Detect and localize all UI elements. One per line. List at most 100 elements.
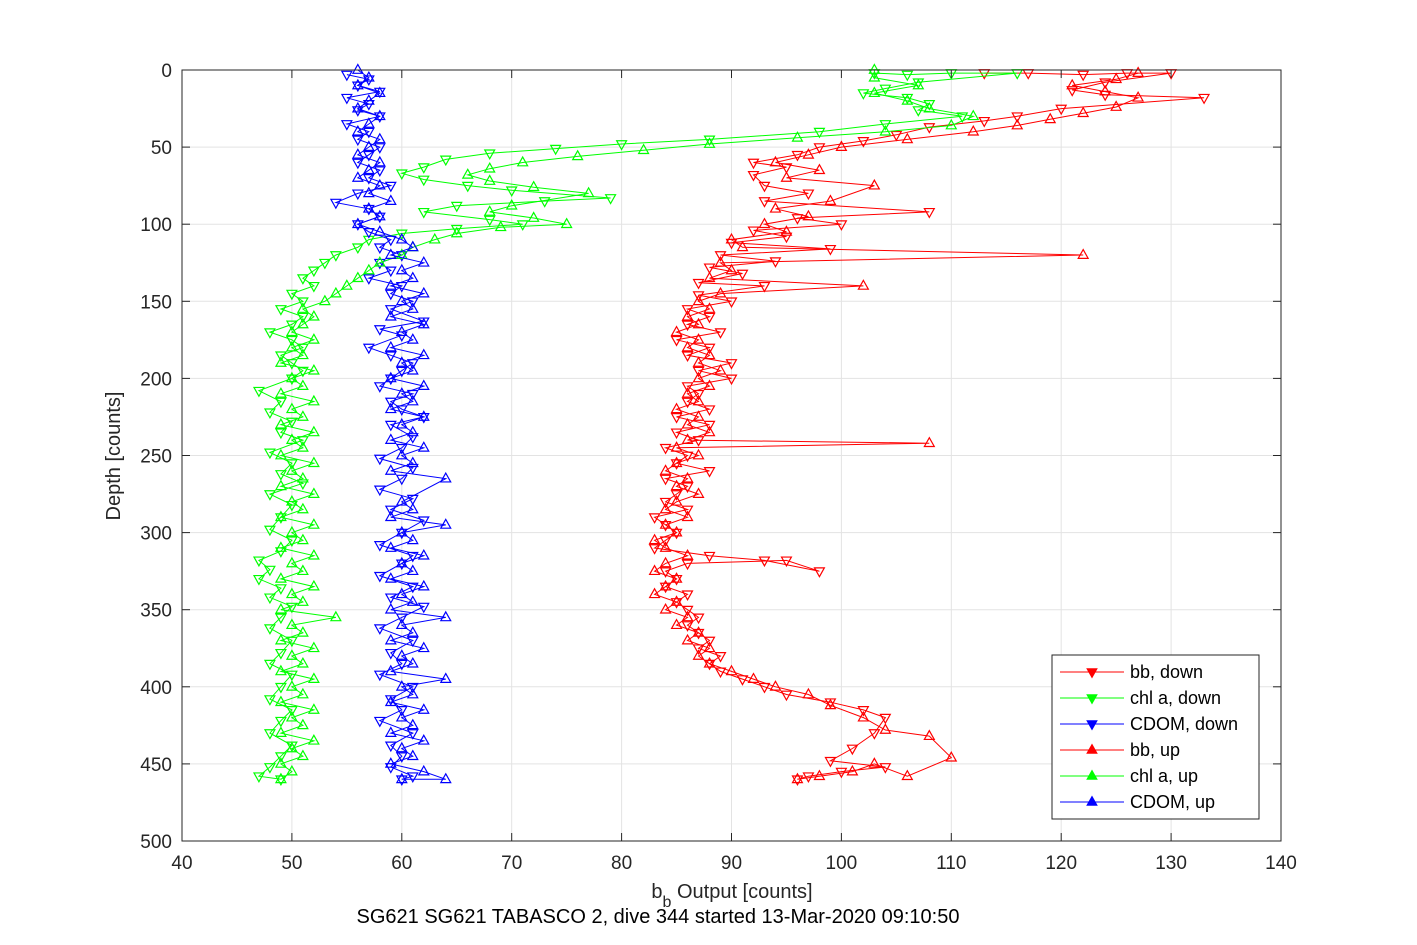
data-point [285, 374, 298, 386]
data-point [406, 494, 419, 506]
data-point [868, 729, 881, 740]
data-point [406, 302, 419, 313]
data-point [813, 769, 826, 781]
data-point [406, 433, 419, 444]
data-point [263, 328, 276, 339]
data-point [879, 763, 892, 774]
data-point [780, 225, 793, 236]
data-point [406, 582, 419, 594]
data-point [395, 366, 408, 378]
data-point [659, 556, 672, 568]
data-point [406, 394, 419, 406]
data-point [395, 387, 408, 398]
y-tick-label: 50 [151, 138, 172, 159]
data-point [692, 410, 705, 421]
data-point [692, 613, 705, 625]
legend-label: bb, up [1130, 740, 1180, 760]
data-point [527, 180, 540, 192]
data-point [692, 436, 705, 447]
data-point [351, 106, 364, 117]
data-point [274, 541, 287, 552]
data-point [285, 636, 298, 648]
data-point [659, 582, 672, 594]
data-point [681, 471, 694, 483]
data-point [406, 729, 419, 740]
data-point [362, 204, 375, 216]
legend-label: bb, down [1130, 662, 1203, 682]
data-point [406, 551, 419, 563]
data-point [406, 595, 419, 606]
data-point [978, 116, 991, 128]
y-tick-label: 200 [140, 369, 172, 390]
data-point [395, 294, 408, 306]
x-tick-label: 140 [1265, 853, 1297, 874]
data-point [362, 174, 375, 185]
legend-marker [1086, 668, 1098, 679]
data-point [857, 279, 870, 290]
data-point [813, 567, 826, 578]
data-point [670, 525, 683, 537]
data-point [296, 502, 309, 514]
data-point [967, 109, 980, 121]
data-point [681, 305, 694, 316]
data-point [384, 371, 397, 383]
data-point [758, 197, 771, 208]
data-point [483, 149, 496, 160]
data-point [450, 226, 463, 238]
data-point [791, 772, 804, 784]
data-point [373, 716, 386, 728]
data-point [351, 271, 364, 283]
x-tick-label: 60 [391, 853, 412, 874]
data-point [285, 602, 298, 614]
data-point [406, 687, 419, 699]
x-tick-label: 110 [936, 853, 966, 874]
data-point [384, 593, 397, 605]
data-point [285, 495, 298, 506]
legend-marker [1086, 694, 1098, 705]
data-point [384, 433, 397, 444]
data-point [703, 425, 716, 437]
data-point [1077, 106, 1090, 118]
x-axis-label-rest: Output [counts] [671, 881, 812, 903]
data-point [395, 710, 408, 722]
data-point [703, 263, 716, 275]
data-point [395, 556, 408, 568]
series-layer [252, 63, 1211, 787]
data-point [1099, 78, 1112, 90]
data-point [901, 769, 914, 781]
data-point [758, 217, 771, 229]
data-point [285, 649, 298, 660]
data-point [879, 713, 892, 725]
data-point [406, 297, 419, 309]
data-point [780, 171, 793, 182]
data-point [703, 271, 716, 283]
data-point [824, 244, 837, 256]
data-point [296, 749, 309, 761]
data-point [384, 505, 397, 517]
data-point [395, 229, 408, 241]
data-point [439, 772, 452, 784]
data-point [395, 772, 408, 784]
data-point [670, 413, 683, 424]
data-point [340, 120, 353, 131]
legend: bb, down chl a, down CDOM, down bb, up chl a… [1051, 654, 1260, 820]
data-point [263, 525, 276, 537]
data-point [747, 158, 760, 170]
data-point [670, 572, 683, 583]
data-point [384, 572, 397, 583]
data-point [384, 602, 397, 614]
data-point [296, 479, 309, 490]
data-point [274, 448, 287, 460]
data-point [769, 202, 782, 213]
data-point [263, 408, 276, 420]
data-point [703, 302, 716, 313]
data-point [406, 363, 419, 375]
data-point [395, 443, 408, 455]
data-point [725, 297, 738, 309]
data-point [285, 670, 298, 682]
data-point [263, 659, 276, 671]
data-point [362, 94, 375, 105]
y-tick-label: 500 [140, 832, 172, 853]
data-point [813, 163, 826, 175]
data-point [417, 286, 430, 298]
